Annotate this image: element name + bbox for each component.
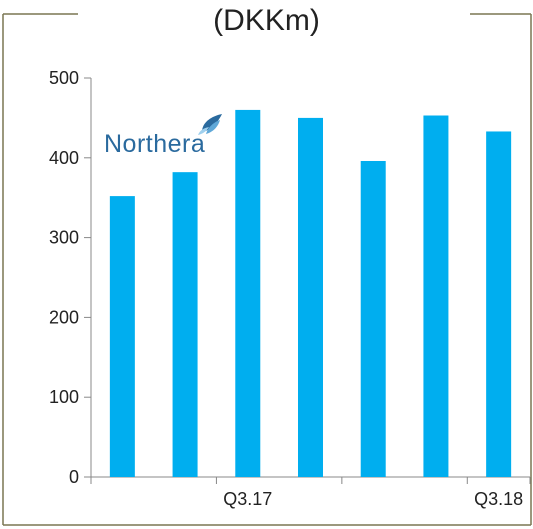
leaf-icon xyxy=(198,114,222,135)
chart-title: (DKKm) xyxy=(213,4,320,37)
y-tick-label: 0 xyxy=(69,467,79,487)
y-tick-label: 200 xyxy=(49,307,79,327)
bar-5 xyxy=(360,160,386,477)
y-tick-label: 100 xyxy=(49,387,79,407)
northera-logo: Northera xyxy=(104,112,228,162)
x-tick-label: Q3.17 xyxy=(223,489,272,509)
bar-7 xyxy=(486,131,512,477)
bar-3 xyxy=(235,109,261,478)
bar-2 xyxy=(172,172,198,477)
y-tick-label: 500 xyxy=(49,68,79,88)
plot-area: 0 100 200 300 400 500 Q3.17 Q3.18 xyxy=(49,68,531,509)
bar-4 xyxy=(298,117,323,478)
bar-1 xyxy=(109,196,135,477)
bar-6 xyxy=(423,115,449,478)
y-tick-label: 400 xyxy=(49,148,79,168)
x-tick-label: Q3.18 xyxy=(474,489,523,509)
logo-text: Northera xyxy=(104,130,206,158)
y-tick-label: 300 xyxy=(49,228,79,248)
